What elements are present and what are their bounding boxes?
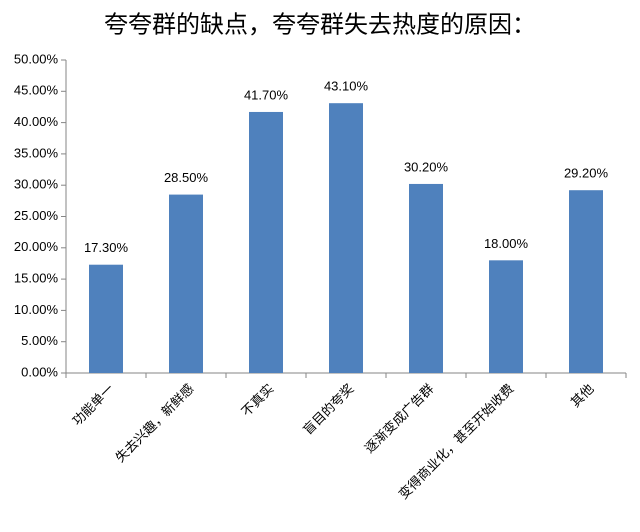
y-tick-label: 10.00%: [14, 302, 59, 317]
y-tick-label: 40.00%: [14, 114, 59, 129]
data-label: 28.50%: [164, 170, 209, 185]
y-tick-label: 20.00%: [14, 239, 59, 254]
bar: [329, 103, 363, 373]
data-label: 17.30%: [84, 240, 129, 255]
x-tick-label: 不真实: [239, 382, 277, 420]
y-tick-label: 50.00%: [14, 51, 59, 66]
chart-title: 夸夸群的缺点，夸夸群失去热度的原因：: [104, 11, 536, 39]
bar: [489, 260, 523, 373]
bar: [249, 111, 283, 373]
y-tick-label: 35.00%: [14, 145, 59, 160]
data-label: 41.70%: [244, 87, 289, 102]
y-tick-label: 0.00%: [21, 364, 58, 379]
y-tick-label: 15.00%: [14, 271, 59, 286]
data-label: 18.00%: [484, 236, 529, 251]
bar: [569, 190, 603, 373]
data-label: 29.20%: [564, 166, 609, 181]
y-tick-label: 45.00%: [14, 83, 59, 98]
x-tick-label: 逐渐变成广告群: [362, 381, 438, 457]
y-tick-label: 5.00%: [21, 333, 58, 348]
y-tick-label: 30.00%: [14, 177, 59, 192]
x-tick-label: 其他: [568, 382, 597, 411]
data-label: 43.10%: [324, 79, 369, 94]
y-tick-label: 25.00%: [14, 208, 59, 223]
bar: [89, 264, 123, 373]
x-tick-label: 功能单一: [70, 382, 117, 429]
data-label: 30.20%: [404, 159, 449, 174]
x-tick-label: 盲目的夸奖: [300, 381, 357, 438]
x-tick-label: 失去兴趣，新鲜感: [112, 381, 197, 466]
bar: [169, 194, 203, 373]
bar: [409, 183, 443, 373]
